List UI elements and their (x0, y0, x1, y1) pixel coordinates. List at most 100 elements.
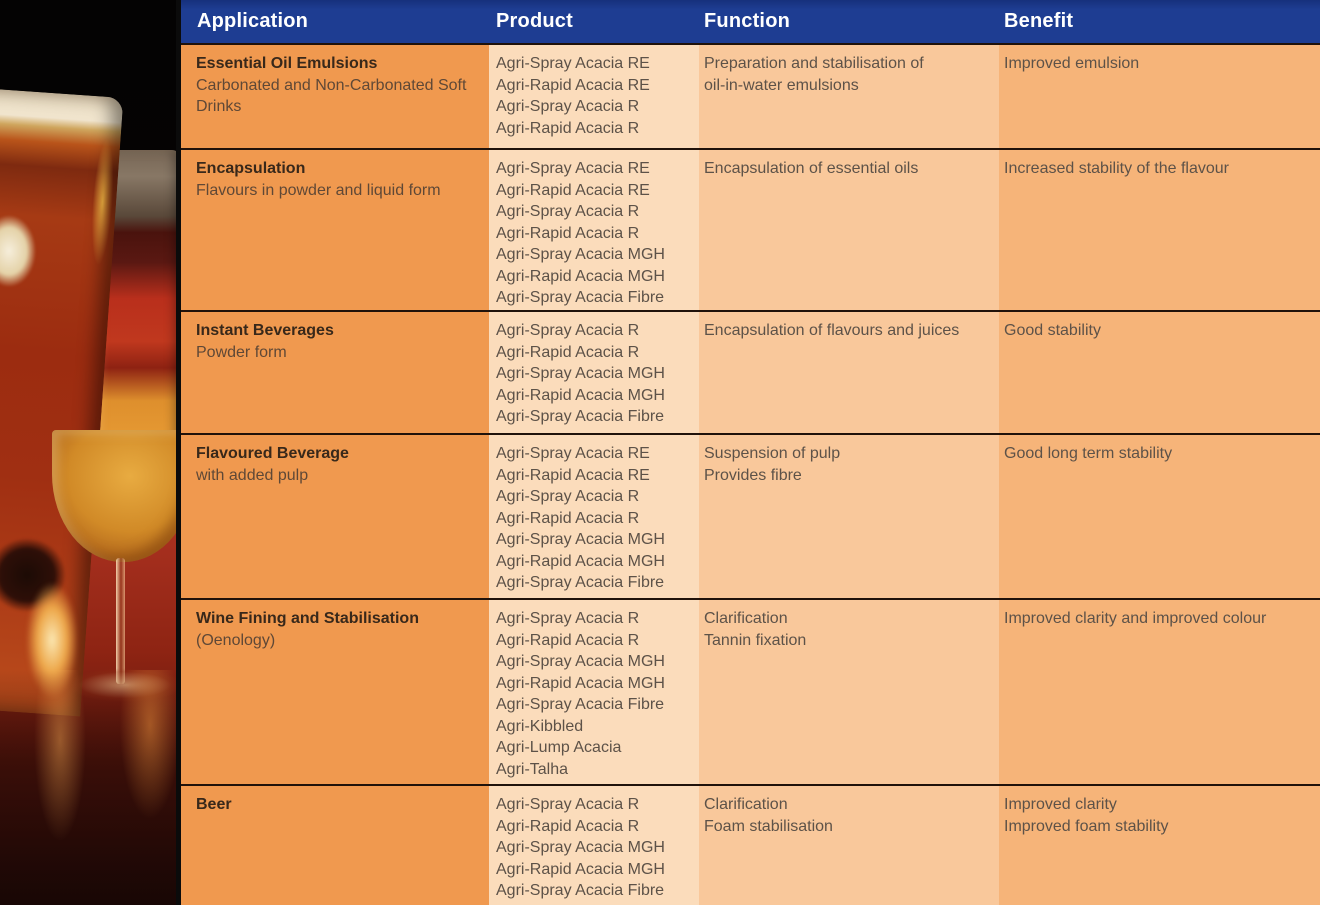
application-cell: Essential Oil Emulsions Carbonated and N… (181, 45, 489, 148)
product-cell: Agri-Spray Acacia RE Agri-Rapid Acacia RE… (489, 45, 699, 148)
function-line: Clarification (704, 796, 788, 813)
product-line: Agri-Rapid Acacia R (496, 343, 640, 361)
application-title: Essential Oil Emulsions (196, 55, 378, 72)
function-line: Encapsulation of essential oils (704, 160, 919, 177)
function-line: Preparation and stabilisation of (704, 55, 924, 72)
function-line: Provides fibre (704, 466, 802, 484)
table-reflection (0, 670, 176, 905)
product-line: Agri-Spray Acacia MGH (496, 246, 665, 263)
product-line: Agri-Rapid Acacia MGH (496, 552, 665, 570)
product-line: Agri-Spray Acacia Fibre (496, 574, 665, 591)
application-cell: Flavoured Beverage with added pulp (181, 435, 489, 598)
function-cell: Encapsulation of essential oils (699, 150, 999, 310)
photo-table-separator (176, 0, 181, 905)
product-line: Agri-Spray Acacia MGH (496, 531, 665, 548)
product-line: Agri-Rapid Acacia R (496, 224, 640, 242)
benefit-line: Improved emulsion (1004, 55, 1140, 72)
function-line: Foam stabilisation (704, 817, 833, 835)
product-line: Agri-Spray Acacia RE (496, 55, 650, 72)
function-line: Encapsulation of flavours and juices (704, 322, 960, 339)
application-subtitle: Flavours in powder and liquid form (196, 181, 441, 199)
product-cell: Agri-Spray Acacia RE Agri-Rapid Acacia RE… (489, 150, 699, 310)
table-header-row: Application Product Function Benefit (181, 0, 1320, 43)
product-line: Agri-Spray Acacia R (496, 98, 640, 115)
application-subtitle: with added pulp (196, 466, 309, 484)
product-line: Agri-Spray Acacia RE (496, 445, 650, 462)
product-line: Agri-Lump Acacia (496, 739, 622, 756)
application-subtitle: (Oenology) (196, 631, 276, 649)
benefit-line: Good long term stability (1004, 445, 1173, 462)
benefit-cell: Good long term stability (999, 435, 1320, 598)
beverages-photo (0, 0, 176, 905)
benefit-cell: Improved clarity Improved foam stability (999, 786, 1320, 905)
table-row: Encapsulation Flavours in powder and liq… (181, 148, 1320, 310)
application-subtitle: Carbonated and Non-Carbonated Soft Drink… (196, 76, 467, 116)
application-title: Wine Fining and Stabilisation (196, 610, 419, 627)
column-header-benefit: Benefit (1004, 10, 1074, 32)
product-line: Agri-Spray Acacia Fibre (496, 696, 665, 713)
application-title: Beer (196, 796, 232, 813)
table-row: Wine Fining and Stabilisation (Oenology)… (181, 598, 1320, 784)
table-body: Essential Oil Emulsions Carbonated and N… (181, 43, 1320, 905)
wine-glass-stem (116, 558, 125, 684)
function-line: Tannin fixation (704, 631, 807, 649)
table-row: Instant Beverages Powder form Agri-Spray… (181, 310, 1320, 433)
application-cell: Encapsulation Flavours in powder and liq… (181, 150, 489, 310)
product-line: Agri-Rapid Acacia MGH (496, 386, 665, 404)
product-line: Agri-Rapid Acacia MGH (496, 267, 665, 285)
product-line: Agri-Talha (496, 760, 569, 778)
table-row: Essential Oil Emulsions Carbonated and N… (181, 43, 1320, 148)
benefit-cell: Improved clarity and improved colour (999, 600, 1320, 784)
product-line: Agri-Spray Acacia R (496, 796, 640, 813)
benefit-line: Improved clarity and improved colour (1004, 610, 1267, 627)
product-line: Agri-Spray Acacia Fibre (496, 882, 665, 899)
application-cell: Wine Fining and Stabilisation (Oenology) (181, 600, 489, 784)
function-cell: Clarification Foam stabilisation (699, 786, 999, 905)
function-cell: Clarification Tannin fixation (699, 600, 999, 784)
product-cell: Agri-Spray Acacia R Agri-Rapid Acacia R Ag… (489, 312, 699, 433)
benefit-line: Increased stability of the flavour (1004, 160, 1230, 177)
product-line: Agri-Spray Acacia MGH (496, 653, 665, 670)
function-line: Clarification (704, 610, 788, 627)
table-row: Flavoured Beverage with added pulp Agri-… (181, 433, 1320, 598)
column-header-application: Application (197, 10, 309, 32)
application-cell: Instant Beverages Powder form (181, 312, 489, 433)
product-line: Agri-Spray Acacia Fibre (496, 408, 665, 425)
application-title: Encapsulation (196, 160, 306, 177)
column-header-product: Product (496, 10, 573, 32)
column-header-function: Function (704, 10, 791, 32)
product-line: Agri-Spray Acacia R (496, 488, 640, 505)
table-row: Beer Agri-Spray Acacia R Agri-Rapid Acaci… (181, 784, 1320, 905)
product-line: Agri-Spray Acacia RE (496, 160, 650, 177)
product-line: Agri-Spray Acacia R (496, 610, 640, 627)
product-line: Agri-Spray Acacia MGH (496, 365, 665, 382)
function-cell: Suspension of pulp Provides fibre (699, 435, 999, 598)
product-line: Agri-Rapid Acacia MGH (496, 674, 665, 692)
benefit-cell: Good stability (999, 312, 1320, 433)
product-line: Agri-Rapid Acacia RE (496, 76, 650, 94)
product-line: Agri-Rapid Acacia RE (496, 466, 650, 484)
function-line: Suspension of pulp (704, 445, 841, 462)
product-line: Agri-Spray Acacia R (496, 322, 640, 339)
function-cell: Preparation and stabilisation of oil-in-w… (699, 45, 999, 148)
product-line: Agri-Rapid Acacia R (496, 509, 640, 527)
application-title: Flavoured Beverage (196, 445, 349, 462)
application-table: Application Product Function Benefit Ess… (181, 0, 1320, 905)
function-line: oil-in-water emulsions (704, 76, 859, 94)
product-line: Agri-Rapid Acacia R (496, 119, 640, 137)
application-subtitle: Powder form (196, 343, 287, 361)
benefit-cell: Improved emulsion (999, 45, 1320, 148)
application-cell: Beer (181, 786, 489, 905)
benefit-line: Improved foam stability (1004, 817, 1169, 835)
product-line: Agri-Spray Acacia MGH (496, 839, 665, 856)
benefit-line: Improved clarity (1004, 796, 1117, 813)
application-title: Instant Beverages (196, 322, 334, 339)
product-line: Agri-Spray Acacia Fibre (496, 289, 665, 306)
product-cell: Agri-Spray Acacia R Agri-Rapid Acacia R Ag… (489, 786, 699, 905)
product-line: Agri-Kibbled (496, 717, 584, 735)
product-line: Agri-Rapid Acacia RE (496, 181, 650, 199)
product-line: Agri-Rapid Acacia R (496, 817, 640, 835)
product-cell: Agri-Spray Acacia R Agri-Rapid Acacia R Ag… (489, 600, 699, 784)
product-cell: Agri-Spray Acacia RE Agri-Rapid Acacia RE… (489, 435, 699, 598)
